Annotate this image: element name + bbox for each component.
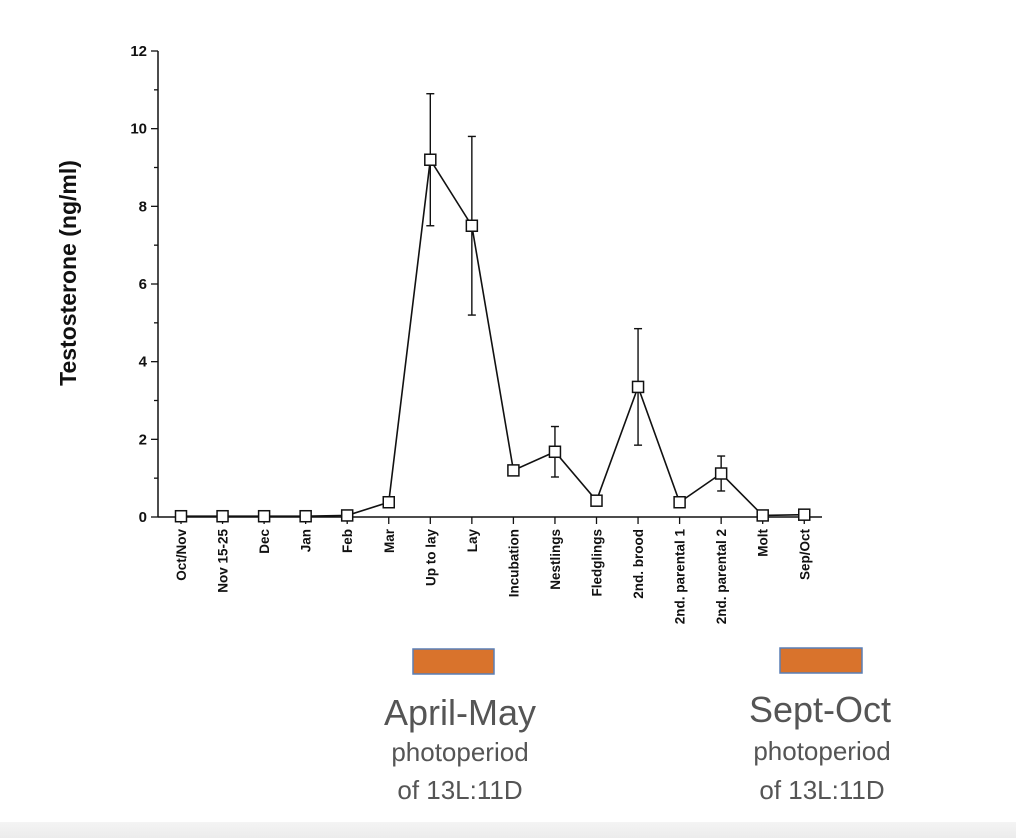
y-tick-label: 10 [130, 121, 147, 138]
error-bars [426, 93, 726, 492]
x-tick-label: Lay [465, 529, 480, 553]
y-tick-label: 0 [139, 509, 147, 526]
series-line [181, 157, 805, 518]
y-axis-label: Testosterone (ng/ml) [55, 160, 81, 386]
data-point [174, 509, 188, 523]
annotation-line2-sept-oct: of 13L:11D [759, 775, 884, 805]
x-tick-label: Oct/Nov [174, 529, 189, 581]
x-tick-label: Fledglings [590, 529, 605, 597]
data-point [756, 509, 769, 522]
x-axis-ticks: Oct/Nov Nov 15-25 Dec Jan Feb Mar Up to lay Lay… [174, 517, 812, 624]
x-tick-label: 2nd. brood [631, 529, 646, 599]
data-point [673, 495, 686, 509]
x-tick-label: Nestlings [548, 529, 563, 590]
y-tick-label: 2 [139, 431, 147, 448]
x-tick-label: Mar [382, 528, 397, 553]
x-tick-label: Feb [340, 529, 355, 553]
x-tick-label: 2nd. parental 2 [714, 529, 729, 624]
data-point [257, 509, 271, 523]
data-markers [174, 153, 811, 523]
y-tick-label: 4 [139, 354, 148, 371]
window-bottom-bar [0, 822, 1016, 838]
data-point [216, 509, 229, 523]
annotation-title-sept-oct: Sept-Oct [749, 689, 891, 730]
annotation-line1-sept-oct: photoperiod [753, 736, 890, 766]
annotation-april-may: April-May photoperiod of 13L:11D [384, 648, 536, 805]
x-tick-label: Dec [257, 529, 272, 554]
axes [157, 51, 822, 518]
annotation-bar-april-may [412, 648, 495, 675]
data-point [507, 464, 520, 477]
y-tick-label: 12 [130, 43, 147, 60]
x-tick-label: Up to lay [423, 529, 438, 586]
y-axis-ticks: 0 2 4 6 8 10 12 [130, 43, 158, 526]
data-point [299, 509, 312, 523]
annotation-title-april-may: April-May [384, 692, 536, 733]
data-point [631, 380, 645, 394]
annotation-sept-oct: Sept-Oct photoperiod of 13L:11D [749, 647, 891, 805]
data-point [798, 508, 811, 521]
x-tick-label: Incubation [506, 529, 521, 597]
y-tick-label: 6 [139, 276, 147, 293]
data-point [382, 495, 395, 509]
data-point [424, 153, 437, 166]
x-tick-label: Nov 15-25 [216, 529, 231, 593]
x-tick-label: Sep/Oct [797, 528, 812, 580]
data-point [590, 494, 603, 507]
annotation-line1-april-may: photoperiod [391, 737, 528, 767]
series-polyline [181, 157, 805, 518]
x-tick-label: 2nd. parental 1 [673, 529, 688, 625]
annotation-bar-sept-oct [779, 647, 863, 674]
data-point [548, 445, 562, 459]
y-tick-label: 8 [139, 198, 147, 215]
data-point [714, 467, 728, 480]
annotation-line2-april-may: of 13L:11D [397, 775, 522, 805]
x-tick-label: Molt [756, 529, 771, 557]
data-point [465, 219, 479, 232]
data-point [340, 509, 354, 522]
x-tick-label: Jan [299, 529, 314, 552]
